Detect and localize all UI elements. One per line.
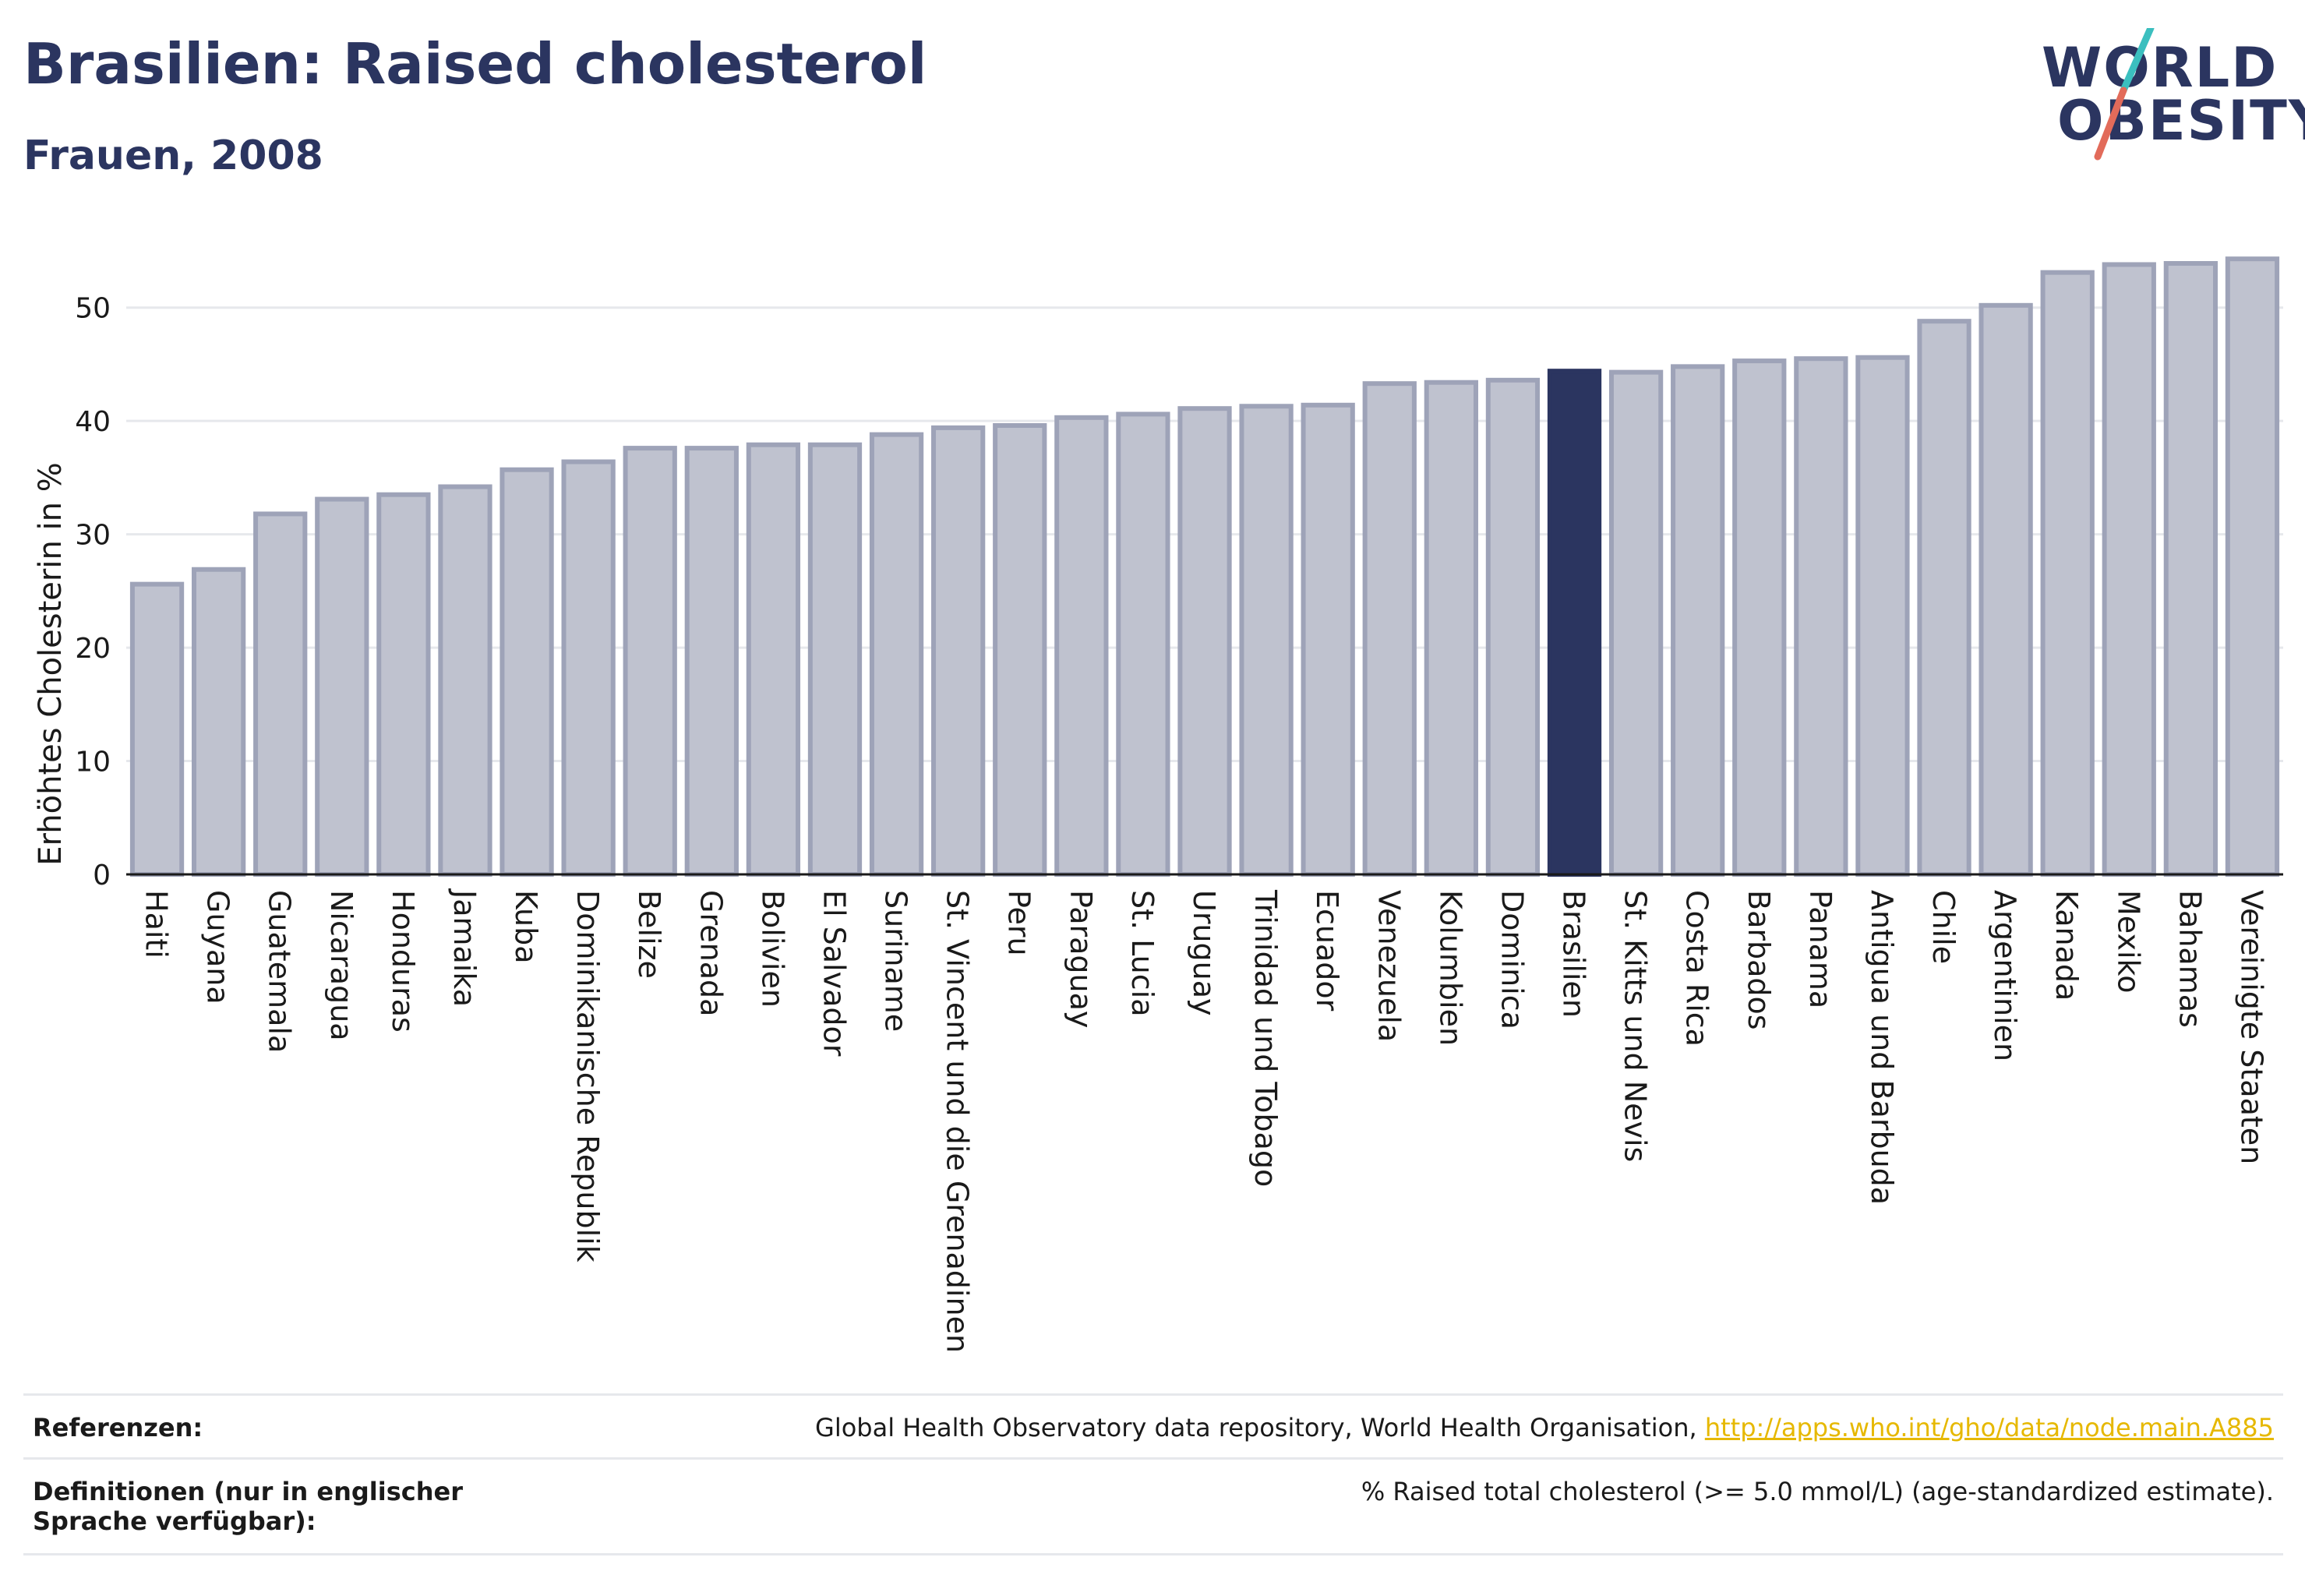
x-tick-label: Belize [632,890,666,979]
bar-vereinigte-staaten[interactable] [2225,256,2280,877]
references-label: Referenzen: [33,1413,203,1442]
x-tick-label: Bahamas [2173,890,2207,1028]
logo-text-obesity: OBESITY [2057,89,2305,153]
x-axis-labels: Haiti Guyana Guatemala Nicaragua Honduras Jam… [139,888,2269,1353]
bar-kuba[interactable] [499,467,554,877]
bar-chart: 0 10 20 30 40 50 Haiti Guyana Guatemala Nicaragu… [33,256,2283,1353]
bar-nicaragua[interactable] [315,496,369,877]
x-tick-label: Dominica [1495,890,1529,1029]
x-tick-label: Guyana [201,890,235,1005]
x-tick-label: St. Vincent und die Grenadinen [941,890,975,1353]
bar-bahamas[interactable] [2163,261,2219,877]
references-section: Referenzen: Global Health Observatory da… [23,1393,2283,1460]
chart-subtitle: Frauen, 2008 [23,132,323,179]
x-tick-label: Chile [1926,890,1961,964]
x-tick-label: Kuba [509,890,543,964]
bar-honduras[interactable] [376,492,431,877]
bar-belize[interactable] [623,446,677,877]
bar-mexiko[interactable] [2102,262,2156,877]
bar-barbados[interactable] [1732,358,1787,877]
x-tick-label: Kolumbien [1433,890,1467,1046]
x-tick-label: Costa Rica [1680,890,1714,1047]
x-tick-label: Grenada [694,890,728,1016]
bar-st-kitts-und-nevis[interactable] [1608,369,1664,877]
bar-st-vincent-und-die-grenadinen[interactable] [931,425,986,877]
x-tick-label: Barbados [1742,890,1776,1030]
bar-jamaika[interactable] [438,484,492,877]
x-tick-label: Honduras [386,890,420,1033]
bar-haiti[interactable] [129,581,185,877]
x-tick-label: St. Kitts und Nevis [1618,890,1653,1162]
references-value: Global Health Observatory data repositor… [815,1413,2274,1442]
x-tick-label: Trinidad und Tobago [1248,889,1283,1187]
bar-guatemala[interactable] [253,511,308,877]
world-obesity-logo[interactable]: WORLD OBESITY [2034,28,2305,168]
x-tick-label: Kanada [2049,890,2084,1001]
x-tick-label: Dominikanische Republik [570,890,605,1262]
bar-peru[interactable] [993,423,1047,877]
y-axis-ticks: 0 10 20 30 40 50 [75,293,111,892]
bar-st-lucia[interactable] [1116,411,1170,877]
x-tick-label: Jamaika [447,888,482,1007]
bar-dominica[interactable] [1485,377,1541,877]
x-tick-label: Panama [1803,890,1837,1008]
bar-costa-rica[interactable] [1671,364,1725,877]
definitions-section: Definitionen (nur in englischer Sprache … [23,1457,2283,1555]
bar-argentinien[interactable] [1978,302,2033,877]
y-tick-label: 30 [75,520,111,552]
y-axis-title: Erhöhtes Cholesterin in % [33,462,69,865]
x-tick-label: Haiti [139,890,174,959]
x-tick-label: El Salvador [817,890,851,1057]
x-tick-label: Brasilien [1557,890,1591,1018]
x-tick-label: Guatemala [263,890,297,1053]
bar-guyana[interactable] [191,567,246,877]
bar-brasilien[interactable] [1547,369,1602,877]
y-tick-label: 0 [93,860,111,892]
bar-kolumbien[interactable] [1424,380,1478,877]
x-tick-label: Peru [1002,890,1036,956]
x-tick-label: Uruguay [1187,890,1221,1016]
x-tick-label: St. Lucia [1125,890,1160,1017]
bar-suriname[interactable] [869,432,924,877]
references-text: Global Health Observatory data repositor… [815,1413,1697,1442]
x-tick-label: Paraguay [1064,890,1098,1028]
y-tick-label: 40 [75,406,111,438]
x-tick-label: Ecuador [1310,890,1344,1012]
bar-el-salvador[interactable] [807,442,863,877]
bar-bolivien[interactable] [746,442,801,877]
bar-ecuador[interactable] [1301,402,1355,877]
definitions-text: % Raised total cholesterol (>= 5.0 mmol/… [1361,1477,2274,1506]
y-tick-label: 50 [75,293,111,325]
definitions-label: Definitionen (nur in englischer Sprache … [33,1477,463,1536]
logo-slash-icon [2094,28,2155,161]
bar-uruguay[interactable] [1177,406,1232,877]
logo-text-world: WORLD [2042,36,2279,100]
x-tick-label: Nicaragua [324,890,358,1041]
x-tick-label: Antigua und Barbuda [1865,890,1899,1205]
y-tick-label: 20 [75,633,111,665]
x-tick-label: Argentinien [1988,890,2022,1061]
bar-grenada[interactable] [684,446,739,877]
bar-dominikanische-republik[interactable] [561,459,616,877]
bar-chile[interactable] [1917,319,1971,877]
chart-title: Brasilien: Raised cholesterol [23,31,927,97]
x-tick-label: Bolivien [755,890,789,1008]
bar-kanada[interactable] [2040,270,2095,877]
bar-panama[interactable] [1794,356,1848,877]
bars [129,256,2280,877]
bar-antigua-und-barbuda[interactable] [1855,355,1910,877]
x-tick-label: Mexiko [2111,890,2145,993]
x-tick-label: Venezuela [1371,890,1406,1042]
x-tick-label: Suriname [879,890,913,1032]
bar-paraguay[interactable] [1054,415,1109,877]
bar-venezuela[interactable] [1362,381,1417,877]
references-link[interactable]: http://apps.who.int/gho/data/node.main.A… [1704,1413,2274,1442]
y-tick-label: 10 [75,747,111,779]
x-tick-label: Vereinigte Staaten [2234,890,2268,1164]
bar-trinidad-und-tobago[interactable] [1239,404,1294,877]
